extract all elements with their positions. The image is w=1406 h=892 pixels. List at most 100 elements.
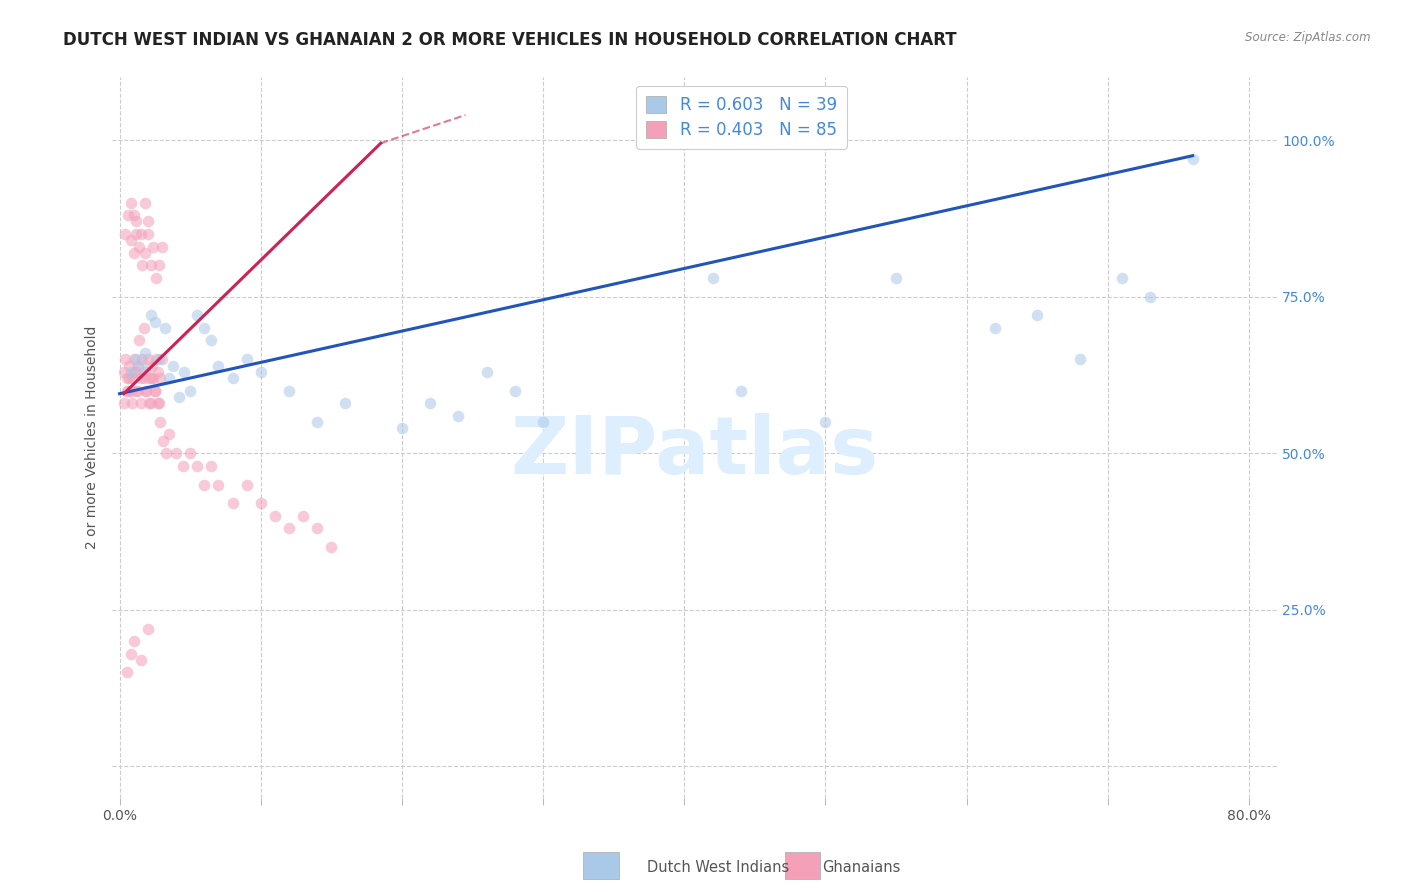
Point [125,214,148,228]
Point [132,371,155,385]
Point [125,352,148,367]
Point [127,359,149,373]
Point [117,384,139,398]
Point [132,321,155,335]
Point [134,365,156,379]
Point [124,365,146,379]
Text: Ghanaians: Ghanaians [823,860,901,874]
Point [120,195,142,210]
Point [134,245,156,260]
Point [984,321,1007,335]
Point [141,371,163,385]
Point [120,233,142,247]
Point [136,214,159,228]
Point [118,359,141,373]
Point [263,508,285,523]
Point [1139,290,1161,304]
Point [139,309,162,323]
Point [531,415,554,429]
Point [120,647,142,661]
Text: ZIPatlas: ZIPatlas [510,413,879,491]
Point [115,371,138,385]
Point [249,496,271,510]
Point [112,365,135,379]
Point [129,359,152,373]
Text: Dutch West Indians: Dutch West Indians [647,860,789,874]
Point [125,227,148,241]
Point [138,396,160,410]
Point [153,321,176,335]
Point [143,384,166,398]
Point [307,521,329,535]
Point [136,227,159,241]
Point [200,334,222,348]
Point [120,384,142,398]
Point [129,653,152,667]
Point [150,239,173,253]
Point [1026,309,1049,323]
Point [129,396,152,410]
Y-axis label: 2 or more Vehicles in Household: 2 or more Vehicles in Household [86,326,100,549]
Point [135,384,157,398]
Point [503,384,526,398]
Point [128,334,150,348]
Point [179,446,201,460]
Point [221,496,243,510]
Point [139,258,162,272]
Point [475,365,498,379]
Point [186,458,208,473]
Point [149,415,172,429]
Text: Source: ZipAtlas.com: Source: ZipAtlas.com [1246,31,1371,45]
Point [131,352,153,367]
Point [179,384,201,398]
Point [118,371,141,385]
Point [157,371,180,385]
Point [335,396,357,410]
Point [884,270,907,285]
Point [152,434,174,448]
Point [136,352,159,367]
Point [155,446,177,460]
Point [186,309,208,323]
Point [117,208,139,222]
Point [730,384,752,398]
Point [391,421,413,435]
Point [207,477,229,491]
Point [173,365,195,379]
Point [142,239,165,253]
Text: DUTCH WEST INDIAN VS GHANAIAN 2 OR MORE VEHICLES IN HOUSEHOLD CORRELATION CHART: DUTCH WEST INDIAN VS GHANAIAN 2 OR MORE … [63,31,957,49]
Point [138,371,160,385]
Point [146,365,169,379]
Point [1181,152,1204,166]
Point [122,634,145,648]
Point [127,384,149,398]
Point [141,359,163,373]
Point [122,352,145,367]
Point [131,258,153,272]
Point [235,477,257,491]
Point [148,352,170,367]
Point [278,521,301,535]
Point [145,270,167,285]
Point [146,396,169,410]
Point [112,396,135,410]
Point [115,665,138,680]
Point [122,245,145,260]
Point [148,258,170,272]
Point [129,227,152,241]
Point [142,371,165,385]
Point [121,371,143,385]
Point [447,409,470,423]
Legend: R = 0.603   N = 39, R = 0.403   N = 85: R = 0.603 N = 39, R = 0.403 N = 85 [637,86,846,149]
Point [121,396,143,410]
Point [120,365,142,379]
Point [149,371,172,385]
Point [172,458,194,473]
Point [235,352,257,367]
Point [134,346,156,360]
Point [249,365,271,379]
Point [207,359,229,373]
Point [193,477,215,491]
Point [157,427,180,442]
Point [419,396,441,410]
